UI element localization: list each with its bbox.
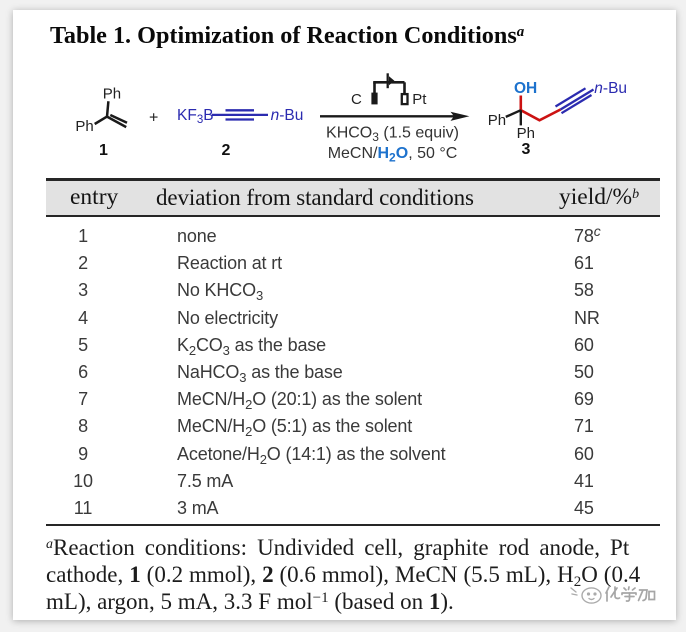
svg-text:OH: OH bbox=[514, 80, 537, 97]
svg-text:Ph: Ph bbox=[488, 112, 506, 129]
svg-text:MeCN/H2O, 50 °C: MeCN/H2O, 50 °C bbox=[328, 145, 458, 165]
svg-text:1: 1 bbox=[99, 142, 108, 159]
svg-text:2: 2 bbox=[222, 142, 231, 159]
svg-text:n-Bu: n-Bu bbox=[594, 80, 627, 97]
svg-text:+: + bbox=[149, 110, 158, 127]
svg-text:Ph: Ph bbox=[75, 118, 93, 135]
svg-text:C: C bbox=[351, 91, 362, 108]
svg-text:3: 3 bbox=[522, 141, 531, 158]
svg-text:KF3B: KF3B bbox=[177, 107, 214, 126]
svg-text:Ph: Ph bbox=[103, 86, 121, 103]
svg-text:Ph: Ph bbox=[517, 125, 535, 142]
svg-text:n-Bu: n-Bu bbox=[271, 107, 304, 124]
svg-text:KHCO3 (1.5 equiv): KHCO3 (1.5 equiv) bbox=[326, 124, 459, 144]
svg-text:Pt: Pt bbox=[412, 91, 427, 108]
